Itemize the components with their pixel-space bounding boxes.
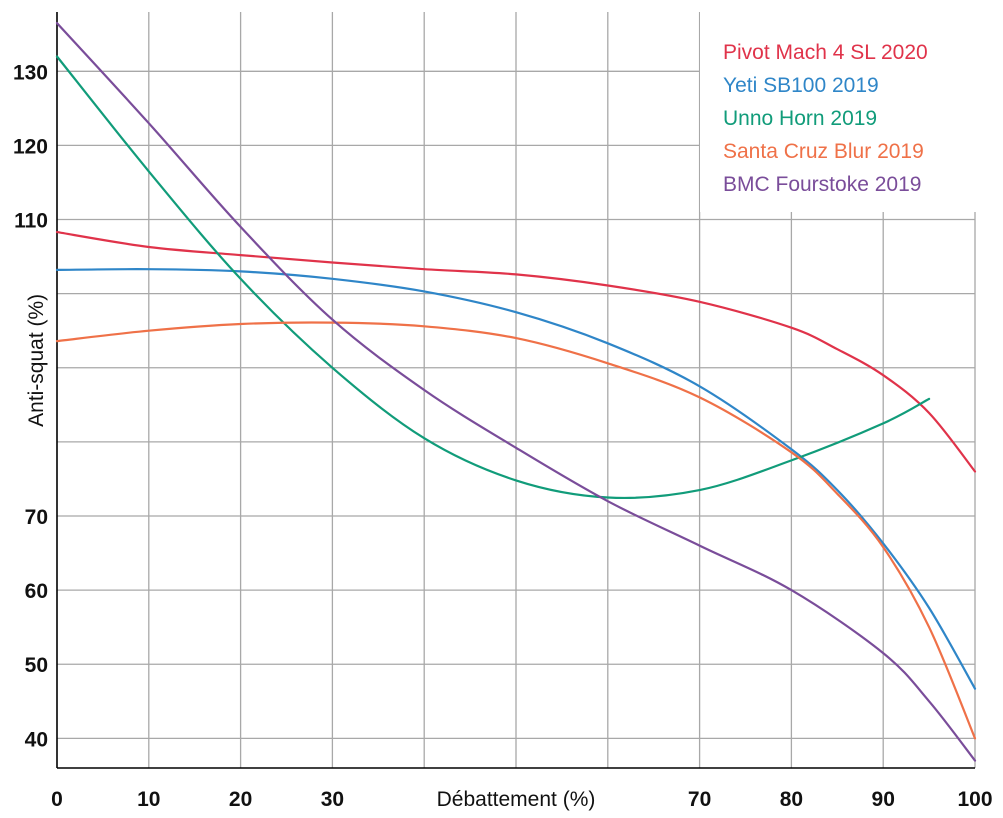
x-tick-label-80: 80 [780, 788, 803, 811]
series-line-bmc-fourstoke-2019 [55, 22, 977, 762]
x-tick-label-20: 20 [229, 788, 252, 811]
series-line-yeti-sb100-2019 [55, 268, 977, 690]
legend-entry-yeti-sb100-2019: Yeti SB100 2019 [723, 74, 879, 97]
y-tick-label-120: 120 [13, 135, 48, 158]
series-line-pivot-mach-4-sl-2020 [55, 231, 977, 473]
x-tick-label-90: 90 [872, 788, 895, 811]
vertical-gridlines [148, 12, 976, 768]
y-tick-label-50: 50 [25, 654, 48, 677]
series-line-santa-cruz-blur-2019 [55, 321, 977, 740]
series-lines [55, 22, 977, 762]
x-tick-label-100: 100 [957, 788, 992, 811]
legend-entry-santa-cruz-blur-2019: Santa Cruz Blur 2019 [723, 140, 924, 163]
legend: Pivot Mach 4 SL 2020 Yeti SB100 2019 Unno … [723, 41, 928, 196]
series-line-unno-horn-2019 [55, 55, 931, 500]
y-tick-label-110: 110 [14, 210, 48, 233]
y-tick-labels: 130 120 110 70 60 50 40 [13, 61, 48, 751]
legend-entry-bmc-fourstoke-2019: BMC Fourstoke 2019 [723, 173, 921, 196]
y-tick-label-130: 130 [13, 61, 48, 84]
x-tick-label-10: 10 [137, 788, 160, 811]
y-tick-label-60: 60 [25, 580, 48, 603]
x-tick-labels: 0 10 20 30 70 80 90 100 [51, 788, 992, 811]
legend-entry-unno-horn-2019: Unno Horn 2019 [723, 107, 877, 130]
y-tick-label-40: 40 [25, 728, 48, 751]
horizontal-gridlines [57, 70, 975, 740]
legend-entry-pivot-mach-4-sl-2020: Pivot Mach 4 SL 2020 [723, 41, 928, 64]
x-tick-label-30: 30 [321, 788, 344, 811]
x-tick-label-0: 0 [51, 788, 63, 811]
y-axis-title: Anti-squat (%) [25, 294, 48, 427]
x-axis-title: Débattement (%) [437, 788, 596, 811]
legend-area [700, 0, 1003, 212]
y-tick-label-70: 70 [25, 506, 48, 529]
x-tick-label-70: 70 [688, 788, 711, 811]
